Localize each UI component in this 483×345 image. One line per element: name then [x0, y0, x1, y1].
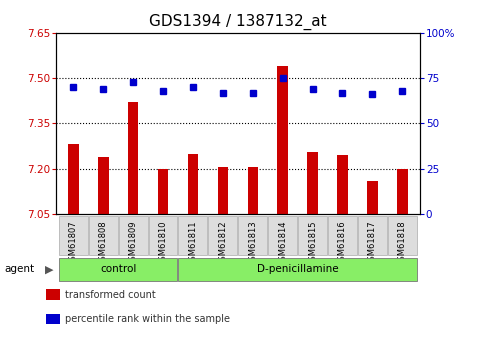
Text: GSM61817: GSM61817: [368, 220, 377, 266]
Text: control: control: [100, 265, 137, 274]
Bar: [68, 145, 79, 214]
FancyBboxPatch shape: [59, 258, 177, 281]
Text: GSM61807: GSM61807: [69, 220, 78, 266]
FancyBboxPatch shape: [238, 216, 267, 255]
Bar: [248, 167, 258, 214]
FancyBboxPatch shape: [208, 216, 237, 255]
FancyBboxPatch shape: [148, 216, 177, 255]
Text: agent: agent: [5, 265, 35, 274]
Bar: [218, 167, 228, 214]
Title: GDS1394 / 1387132_at: GDS1394 / 1387132_at: [149, 14, 327, 30]
Bar: [367, 181, 378, 214]
Text: GSM61809: GSM61809: [129, 220, 138, 266]
Text: GSM61815: GSM61815: [308, 220, 317, 266]
Text: GSM61810: GSM61810: [158, 220, 168, 266]
Text: GSM61814: GSM61814: [278, 220, 287, 266]
FancyBboxPatch shape: [388, 216, 417, 255]
FancyBboxPatch shape: [59, 216, 88, 255]
FancyBboxPatch shape: [328, 216, 357, 255]
Bar: [397, 169, 408, 214]
Text: GSM61812: GSM61812: [218, 220, 227, 266]
Text: GSM61813: GSM61813: [248, 220, 257, 266]
Bar: [337, 155, 348, 214]
FancyBboxPatch shape: [268, 216, 297, 255]
FancyBboxPatch shape: [119, 216, 148, 255]
Text: GSM61818: GSM61818: [398, 220, 407, 266]
FancyBboxPatch shape: [358, 216, 387, 255]
Text: GSM61816: GSM61816: [338, 220, 347, 266]
Bar: [307, 152, 318, 214]
Bar: [98, 157, 109, 214]
FancyBboxPatch shape: [178, 216, 207, 255]
Text: D-penicillamine: D-penicillamine: [257, 265, 339, 274]
Text: ▶: ▶: [45, 265, 54, 274]
Text: transformed count: transformed count: [65, 290, 156, 299]
Bar: [188, 154, 199, 214]
Text: GSM61811: GSM61811: [188, 220, 198, 266]
Bar: [128, 102, 139, 214]
Text: GSM61808: GSM61808: [99, 220, 108, 266]
FancyBboxPatch shape: [89, 216, 118, 255]
FancyBboxPatch shape: [178, 258, 417, 281]
Text: percentile rank within the sample: percentile rank within the sample: [65, 314, 230, 324]
Bar: [277, 66, 288, 214]
Bar: [158, 169, 169, 214]
FancyBboxPatch shape: [298, 216, 327, 255]
